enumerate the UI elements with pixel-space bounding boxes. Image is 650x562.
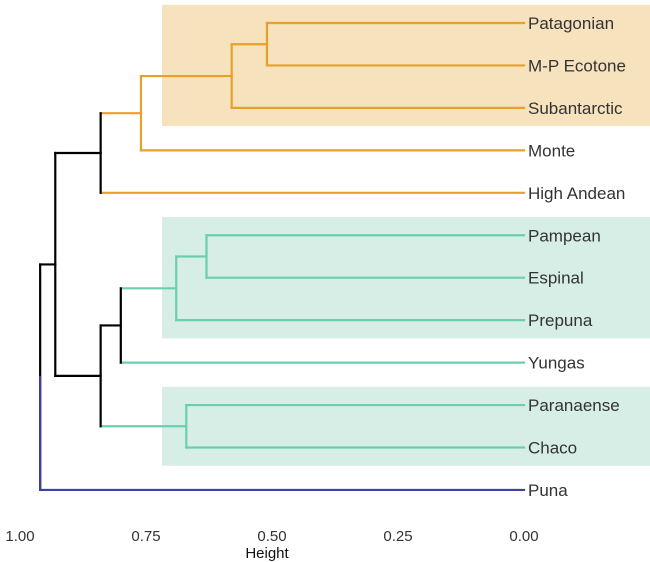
x-tick-label-1-00: 1.00 — [5, 528, 34, 545]
x-tick-label-0-00: 0.00 — [509, 528, 538, 545]
leaf-label-high-andean: High Andean — [528, 184, 625, 203]
leaf-label-monte: Monte — [528, 141, 575, 160]
leaf-label-m-p-ecotone: M-P Ecotone — [528, 56, 626, 75]
x-axis: 1.00 0.75 0.50 0.25 0.00 — [5, 528, 538, 545]
leaf-label-prepuna: Prepuna — [528, 311, 593, 330]
leaf-labels: Patagonian M-P Ecotone Subantarctic Monte Hi… — [528, 14, 626, 500]
x-tick-label-0-25: 0.25 — [383, 528, 412, 545]
leaf-label-chaco: Chaco — [528, 439, 577, 458]
leaf-label-yungas: Yungas — [528, 354, 585, 373]
x-tick-label-0-50: 0.50 — [257, 528, 286, 545]
leaf-label-patagonian: Patagonian — [528, 14, 614, 33]
leaf-label-pampean: Pampean — [528, 226, 601, 245]
branch-lines — [39, 21, 526, 492]
leaf-label-puna: Puna — [528, 481, 568, 500]
leaf-label-subantarctic: Subantarctic — [528, 99, 623, 118]
leaf-label-paranaense: Paranaense — [528, 396, 620, 415]
leaf-label-espinal: Espinal — [528, 269, 584, 288]
x-tick-label-0-75: 0.75 — [131, 528, 160, 545]
highlight-band-3 — [162, 386, 650, 466]
x-axis-title: Height — [245, 545, 289, 562]
